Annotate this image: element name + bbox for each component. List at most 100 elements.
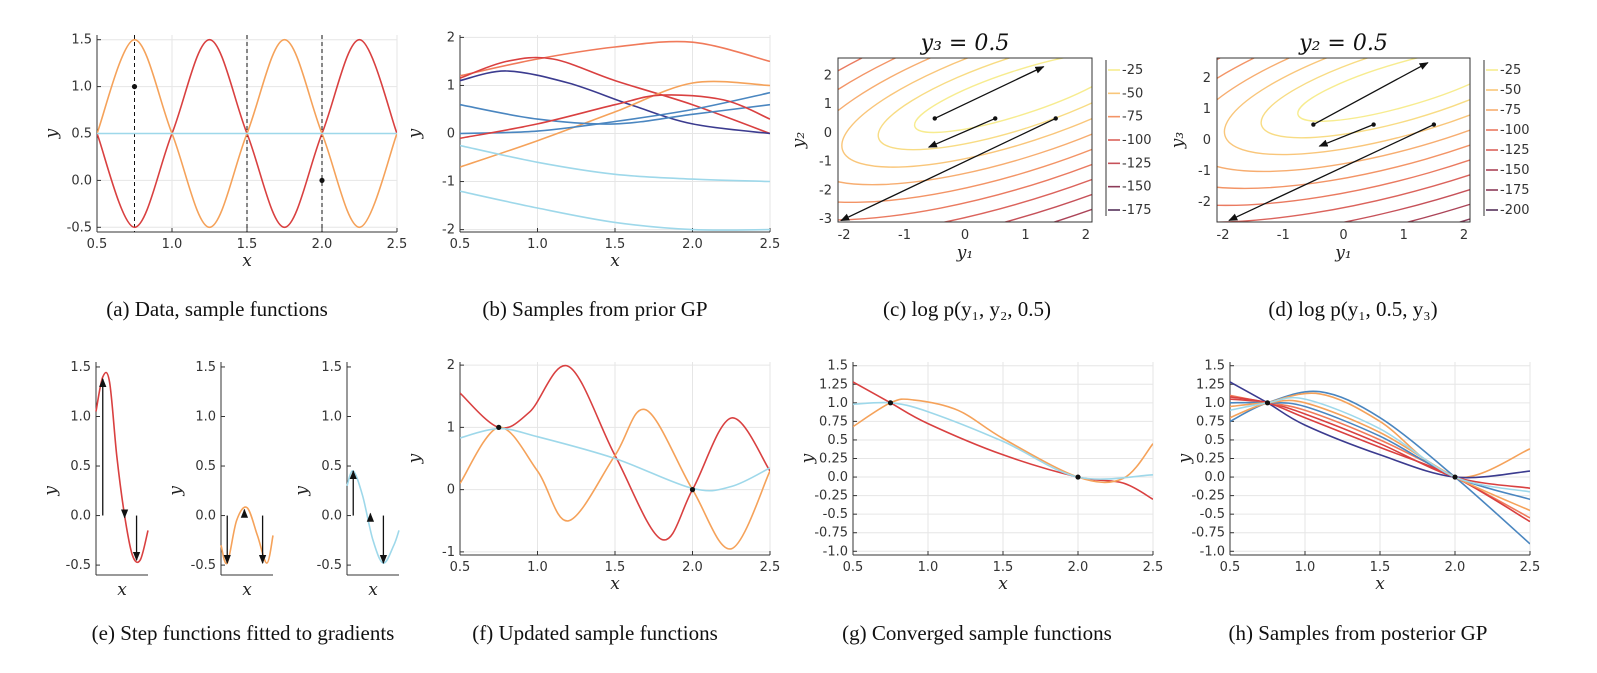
y-tick-label: 0.0 (195, 509, 216, 524)
colorbar-label: -50 (1500, 83, 1521, 98)
contour-line (1217, 58, 1470, 222)
y-tick-label: -0.25 (814, 489, 848, 504)
y-tick-label: 0.0 (827, 470, 848, 485)
y-axis-label: y (405, 453, 425, 464)
x-tick-label: 2.0 (1445, 560, 1466, 575)
colorbar-label: -200 (1500, 203, 1530, 218)
x-tick-label: 1.5 (605, 237, 626, 252)
x-tick-label: 0.5 (87, 237, 108, 252)
x-tick-label: 1 (1400, 228, 1408, 243)
contour-line (838, 58, 1092, 222)
y-tick-label: -1.0 (823, 544, 848, 559)
x-tick-label: 2.5 (387, 237, 408, 252)
y-tick-label: 1.5 (321, 360, 342, 375)
x-tick-label: 1.0 (527, 560, 548, 575)
x-tick-label: 1.5 (1370, 560, 1391, 575)
y-axis-label: y (42, 128, 62, 139)
plot-area (97, 38, 397, 229)
series-line (853, 398, 1153, 484)
contour-line (1260, 58, 1470, 139)
y-axis-label: y₃ (1168, 132, 1188, 150)
series-line (460, 408, 770, 550)
y-tick-label: 1.0 (827, 396, 848, 411)
panel-caption: (e) Step functions fitted to gradients (92, 621, 395, 645)
x-tick-label: 2.0 (682, 560, 703, 575)
x-tick-label: 1.5 (237, 237, 258, 252)
y-tick-label: 0.0 (321, 509, 342, 524)
contour-line (838, 58, 1092, 221)
panel-caption: (c) log p(y₁, y₂, 0.5) (883, 297, 1051, 321)
contour-line (838, 58, 1092, 222)
contour-line (838, 58, 1092, 222)
x-tick-label: 2.5 (760, 560, 781, 575)
panel-caption: (b) Samples from prior GP (482, 297, 707, 321)
panel-caption: (g) Converged sample functions (842, 621, 1112, 645)
y-tick-label: 1 (447, 420, 455, 435)
plot-frame (837, 57, 1093, 223)
contour-line (1297, 58, 1470, 122)
x-tick-label: -1 (1277, 228, 1290, 243)
x-axis-label: x (242, 251, 252, 271)
colorbar-label: -125 (1500, 143, 1530, 158)
y-tick-label: 0.5 (70, 459, 91, 474)
y-tick-label: 0.5 (827, 433, 848, 448)
x-tick-label: 0.5 (843, 560, 864, 575)
y-tick-label: -0.75 (1191, 526, 1225, 541)
series-line (460, 70, 770, 135)
x-tick-label: 0.5 (450, 237, 471, 252)
series-line (346, 470, 400, 564)
y-tick-label: 1.5 (71, 33, 92, 48)
y-tick-label: 0.5 (321, 459, 342, 474)
y-tick-label: -2 (1198, 195, 1211, 210)
y-tick-label: 0.0 (1204, 470, 1225, 485)
series-line (460, 56, 770, 135)
colorbar-label: -100 (1122, 133, 1152, 148)
data-point (689, 487, 696, 493)
y-tick-label: 0 (447, 483, 455, 498)
y-tick-label: -2 (819, 183, 832, 198)
colorbar-label: -75 (1500, 103, 1521, 118)
x-tick-label: 1.5 (993, 560, 1014, 575)
contour-line (838, 58, 1092, 222)
y-tick-label: -0.75 (814, 526, 848, 541)
contour-line (838, 58, 1092, 222)
colorbar-label: -175 (1122, 203, 1152, 218)
series-line (220, 506, 274, 565)
y-tick-label: -1.0 (1200, 544, 1225, 559)
plot-area (460, 40, 770, 231)
x-axis-label: x (368, 580, 378, 600)
y-tick-label: 1.0 (321, 409, 342, 424)
y-axis-label: y (166, 486, 186, 497)
arrow-origin (1371, 122, 1376, 127)
y-tick-label: 2 (1203, 71, 1211, 86)
y-tick-label: 0.75 (819, 414, 848, 429)
plot-frame (1216, 57, 1471, 223)
series-line (460, 40, 770, 77)
x-tick-label: 1.0 (918, 560, 939, 575)
y-tick-label: 1.5 (70, 360, 91, 375)
data-point (496, 424, 502, 430)
y-axis-label: y₂ (789, 132, 809, 150)
y-axis-label: y (292, 486, 312, 497)
x-axis-label: x (117, 580, 127, 600)
colorbar-label: -50 (1122, 86, 1143, 101)
series-line (460, 94, 770, 140)
panel-caption: (h) Samples from posterior GP (1229, 621, 1488, 645)
y-tick-label: -0.5 (317, 558, 342, 573)
x-tick-label: 1.5 (605, 560, 626, 575)
x-axis-label: y₁ (956, 243, 973, 263)
panel-caption: (f) Updated sample functions (472, 621, 718, 645)
series-line (460, 144, 770, 183)
y-tick-label: -1 (819, 155, 832, 170)
contour-line (1217, 58, 1470, 190)
y-tick-label: -0.25 (1191, 489, 1225, 504)
y-tick-label: 1 (1203, 102, 1211, 117)
y-tick-label: -0.5 (191, 558, 216, 573)
x-tick-label: 1 (1021, 228, 1029, 243)
x-axis-label: x (610, 574, 620, 594)
data-point (887, 400, 894, 406)
colorbar-label: -125 (1122, 156, 1152, 171)
gradient-arrow (840, 117, 1056, 222)
y-tick-label: 0.5 (1204, 433, 1225, 448)
